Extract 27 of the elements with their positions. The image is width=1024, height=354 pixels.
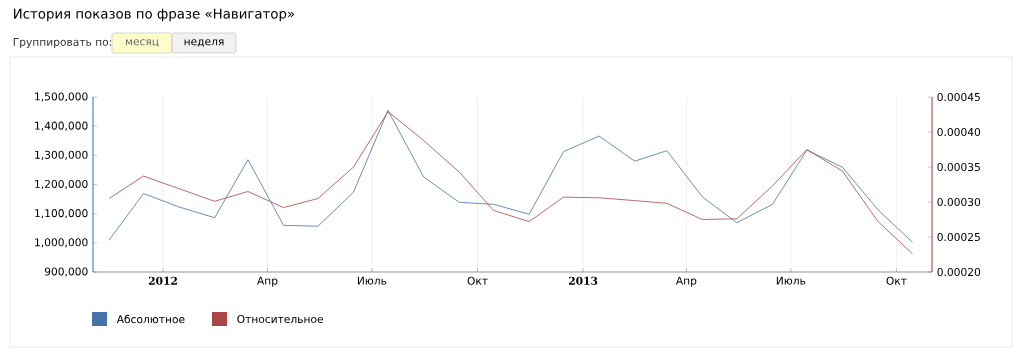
y-tick-label: 1,100,000	[35, 209, 88, 219]
x-tick-label: Апр	[257, 276, 278, 287]
y-tick-label: 1,200,000	[35, 179, 88, 190]
x-tick-label: 2012	[148, 276, 177, 285]
y-tick-label: 1,500,000	[35, 92, 88, 102]
y2-tick-label: 0.00025	[937, 232, 980, 242]
legend-label: Абсолютное	[116, 314, 185, 324]
x-tick-label: Окт	[467, 276, 488, 285]
y2-tick-label: 0.00040	[937, 127, 981, 137]
y2-tick-label: 0.00035	[937, 162, 980, 172]
y2-tick-label: 0.00020	[937, 267, 981, 277]
x-tick-label: Июль	[776, 276, 806, 285]
chart-title: История показов по фразе «Навигатор»	[14, 8, 295, 22]
x-tick-label: Июль	[357, 276, 387, 285]
y2-tick-label: 0.00030	[937, 197, 981, 207]
text: месяц	[125, 39, 159, 47]
x-tick-label: Окт	[886, 276, 907, 285]
text: Группировать по:	[13, 38, 112, 48]
y-tick-label: 1,300,000	[35, 150, 88, 160]
x-tick-label: 2013	[568, 276, 598, 285]
text: неделя	[184, 39, 224, 47]
x-tick-label: Апр	[675, 276, 697, 287]
y-tick-label: 1,400,000	[35, 121, 88, 131]
legend-label: Относительное	[237, 314, 324, 324]
y-tick-label: 900,000	[44, 267, 88, 277]
y-tick-label: 1,000,000	[35, 238, 88, 248]
y2-tick-label: 0.00045	[937, 92, 980, 102]
